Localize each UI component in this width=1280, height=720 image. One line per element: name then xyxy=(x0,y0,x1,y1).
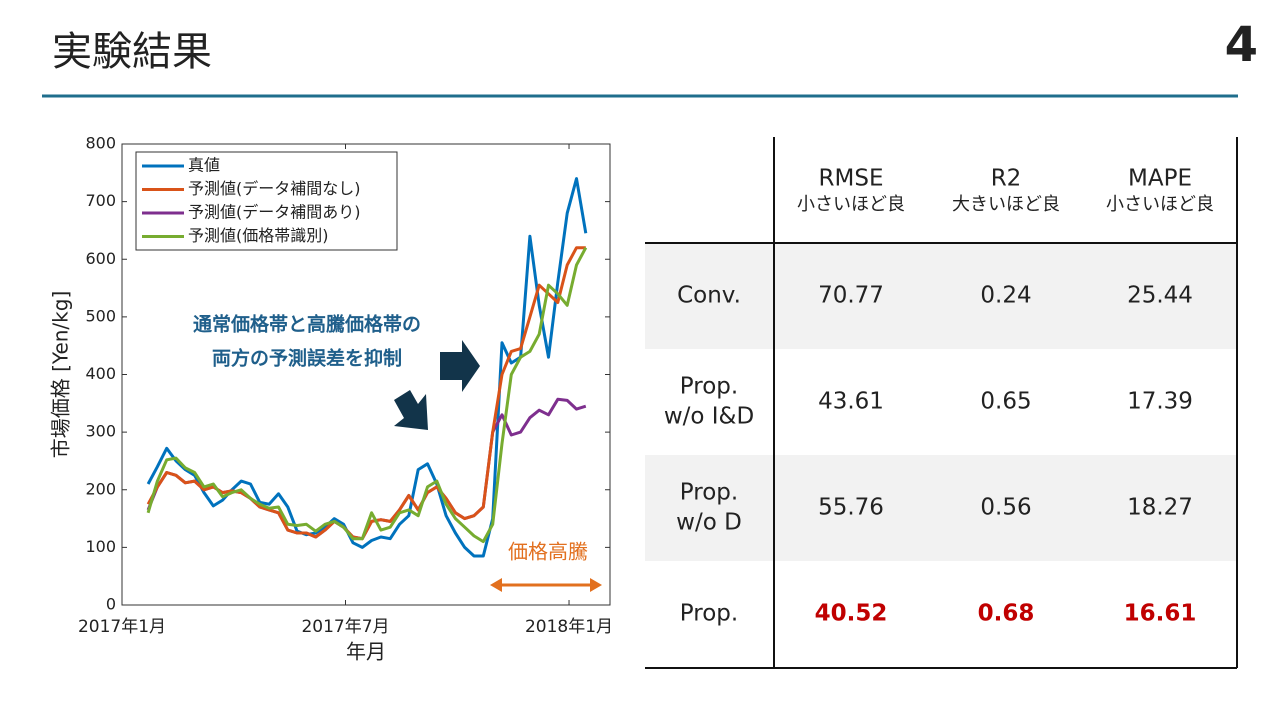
y-axis-label: 市場価格 [Yen/kg] xyxy=(49,291,73,459)
chart: 0 100 200 300 400 500 600 700 800 2017年1月 2017年7月 2… xyxy=(49,134,614,664)
row-label: Prop. xyxy=(680,601,738,627)
cell: 40.52 xyxy=(815,601,888,627)
y-tick-label: 600 xyxy=(85,249,116,268)
column-note: 小さいほど良 xyxy=(1106,194,1214,215)
arrow-head xyxy=(490,578,502,592)
x-axis-label: 年月 xyxy=(346,640,386,664)
cell: 0.65 xyxy=(980,389,1031,415)
annotation: 両方の予測誤差を抑制 xyxy=(212,347,402,370)
cell: 17.39 xyxy=(1127,389,1193,415)
annotation: 価格高騰 xyxy=(508,540,588,564)
cell: 0.56 xyxy=(980,495,1031,521)
row-label: Prop. xyxy=(680,480,738,506)
column-header: MAPE xyxy=(1128,166,1192,192)
arrow-icon xyxy=(394,390,428,430)
row-shade xyxy=(645,455,1237,561)
slide-title: 実験結果 xyxy=(52,29,212,75)
y-tick-label: 700 xyxy=(85,191,116,210)
y-tick-label: 100 xyxy=(85,537,116,556)
legend-box xyxy=(135,151,398,251)
y-tick-label: 400 xyxy=(85,364,116,383)
cell: 55.76 xyxy=(818,495,884,521)
cell: 70.77 xyxy=(818,283,884,309)
row-label: Prop. xyxy=(680,374,738,400)
legend-label: 予測値(データ補間あり) xyxy=(188,203,361,222)
cell: 18.27 xyxy=(1127,495,1193,521)
x-tick-label: 2018年1月 xyxy=(525,617,613,637)
legend-label: 予測値(価格帯識別) xyxy=(188,226,329,245)
row-label: w/o D xyxy=(676,510,742,536)
row-label: w/o I&D xyxy=(664,404,754,430)
annotation: 通常価格帯と高騰価格帯の xyxy=(193,313,421,336)
legend-label: 真値 xyxy=(188,156,220,175)
y-tick-label: 800 xyxy=(85,134,116,153)
series-line xyxy=(146,177,588,558)
page-number: 4 xyxy=(1225,17,1258,73)
cell: 0.68 xyxy=(978,601,1035,627)
arrow-icon xyxy=(440,340,480,392)
y-tick-label: 500 xyxy=(85,306,116,325)
x-tick-label: 2017年1月 xyxy=(78,617,166,637)
x-tick-label: 2017年7月 xyxy=(301,617,389,637)
column-header: R2 xyxy=(991,166,1022,192)
y-tick-label: 300 xyxy=(85,422,116,441)
cell: 16.61 xyxy=(1124,601,1197,627)
arrow-head xyxy=(590,578,602,592)
cell: 43.61 xyxy=(818,389,884,415)
cell: 0.24 xyxy=(980,283,1031,309)
column-header: RMSE xyxy=(819,166,884,192)
cell: 25.44 xyxy=(1127,283,1193,309)
y-tick-label: 200 xyxy=(85,479,116,498)
row-label: Conv. xyxy=(677,283,741,309)
y-tick-label: 0 xyxy=(106,595,116,614)
column-note: 小さいほど良 xyxy=(797,194,905,215)
legend-label: 予測値(データ補間なし) xyxy=(188,179,361,198)
row-shade xyxy=(645,243,1237,349)
column-note: 大きいほど良 xyxy=(952,194,1060,215)
series-line xyxy=(146,246,588,544)
